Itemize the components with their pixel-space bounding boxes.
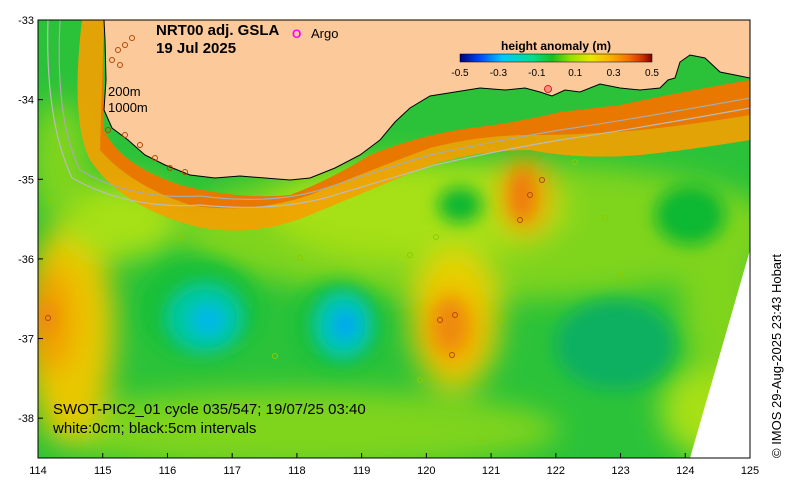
x-tick-label: 119: [353, 465, 371, 477]
x-tick-label: 118: [288, 465, 306, 477]
contour-1000m: [47, 20, 750, 208]
argo-legend-label: Argo: [311, 26, 338, 41]
y-tick-label: -38: [18, 413, 34, 425]
bathy-label-200m: 200m: [108, 84, 141, 99]
y-tick-label: -34: [18, 95, 34, 107]
x-tick-label: 117: [223, 465, 241, 477]
argo-markers-ocean: [47, 159, 623, 443]
colorbar-tick-label: 0.3: [607, 68, 621, 79]
colorbar-ramp: [459, 53, 653, 63]
argo-markers: [45, 35, 545, 358]
x-tick-label: 120: [417, 465, 435, 477]
argo-highlight: [544, 85, 552, 93]
colorbar-ticks: -0.5 -0.3 -0.1 0.1 0.3 0.5: [451, 68, 659, 79]
title-product: NRT00 adj. GSLA: [156, 22, 280, 39]
x-tick-label: 125: [741, 465, 759, 477]
credit-text: © IMOS 29-Aug-2025 23:43 Hobart: [769, 254, 784, 458]
bathy-label-1000m: 1000m: [108, 100, 148, 115]
swath-edge: [690, 250, 750, 458]
x-axis: 114 115 116 117 118 119 120 121 122 123 124 125: [29, 453, 759, 477]
swot-line-2: white:0cm; black:5cm intervals: [52, 420, 256, 437]
y-tick-label: -36: [18, 254, 34, 266]
x-tick-label: 116: [159, 465, 177, 477]
colorbar-tick-label: 0.1: [568, 68, 582, 79]
y-tick-label: -37: [18, 334, 34, 346]
x-tick-label: 121: [482, 465, 500, 477]
sla-lows: [140, 185, 725, 390]
plot-area: [38, 20, 750, 458]
plot-frame: [37, 19, 751, 459]
contour-200m: [58, 20, 750, 200]
swot-line-1: SWOT-PIC2_01 cycle 035/547; 19/07/25 03:…: [53, 401, 366, 418]
colorbar-tick-label: -0.1: [528, 68, 546, 79]
colorbar-tick-label: -0.5: [451, 68, 469, 79]
x-tick-label: 115: [94, 465, 112, 477]
y-axis: -33 -34 -35 -36 -37 -38: [18, 15, 43, 425]
x-tick-label: 122: [547, 465, 565, 477]
x-tick-label: 123: [611, 465, 629, 477]
argo-legend-marker: O: [292, 27, 301, 41]
colorbar: height anomaly (m) -0.5 -0.3 -0.1 0.1 0.3 0.5: [451, 39, 659, 79]
title-date: 19 Jul 2025: [156, 40, 236, 57]
shelf-anomaly-core: [100, 20, 750, 209]
colorbar-tick-label: 0.5: [645, 68, 659, 79]
sla-field: [38, 100, 750, 458]
x-tick-label: 124: [676, 465, 694, 477]
y-tick-label: -35: [18, 174, 34, 186]
y-tick-label: -33: [18, 15, 34, 27]
colorbar-tick-label: -0.3: [490, 68, 508, 79]
colorbar-title: height anomaly (m): [501, 39, 611, 53]
x-tick-label: 114: [29, 465, 47, 477]
sla-highs: [38, 169, 534, 351]
